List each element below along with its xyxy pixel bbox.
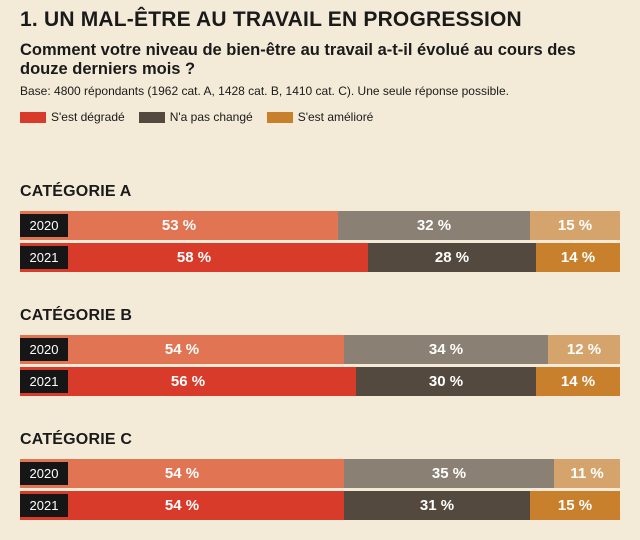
data-label: 15 % — [557, 497, 593, 514]
bar-segment-degraded: 53 % — [20, 211, 338, 240]
data-label: 12 % — [566, 341, 602, 358]
legend-label-improved: S'est amélioré — [297, 110, 374, 124]
data-label: 14 % — [560, 249, 596, 266]
bar-row: 54 % 34 % 12 % 2020 — [20, 335, 620, 364]
legend-label-unchanged: N'a pas changé — [169, 110, 253, 124]
bar-row: 54 % 35 % 11 % 2020 — [20, 459, 620, 488]
year-label: 2021 — [20, 494, 68, 517]
bar-segment-unchanged: 35 % — [344, 459, 554, 488]
bar-segment-degraded: 54 % — [20, 491, 344, 520]
year-label: 2020 — [20, 462, 68, 485]
data-label: 54 % — [164, 497, 200, 514]
bar-segment-unchanged: 32 % — [338, 211, 530, 240]
category-title: CATÉGORIE A — [20, 183, 132, 200]
data-label: 53 % — [161, 217, 197, 234]
data-label: 54 % — [164, 341, 200, 358]
bar-segment-degraded: 56 % — [20, 367, 356, 396]
legend-item-improved: S'est amélioré — [266, 110, 374, 124]
legend-item-unchanged: N'a pas changé — [138, 110, 253, 124]
year-label: 2020 — [20, 214, 68, 237]
data-label: 28 % — [434, 249, 470, 266]
year-label: 2020 — [20, 338, 68, 361]
bar-segment-degraded: 54 % — [20, 335, 344, 364]
bar-segment-unchanged: 30 % — [356, 367, 536, 396]
bar-segment-degraded: 58 % — [20, 243, 368, 272]
bar-segment-unchanged: 31 % — [344, 491, 530, 520]
bar-segment-improved: 12 % — [548, 335, 620, 364]
data-label: 14 % — [560, 373, 596, 390]
bar-segment-improved: 11 % — [554, 459, 620, 488]
bar-row: 53 % 32 % 15 % 2020 — [20, 211, 620, 240]
year-label: 2021 — [20, 370, 68, 393]
legend-swatch-unchanged — [138, 111, 165, 123]
bar-segment-improved: 14 % — [536, 367, 620, 396]
base-note: Base: 4800 répondants (1962 cat. A, 1428… — [20, 84, 509, 98]
bar-segment-improved: 15 % — [530, 211, 620, 240]
legend-label-degraded: S'est dégradé — [51, 110, 125, 124]
legend: S'est dégradé N'a pas changé S'est améli… — [20, 110, 387, 124]
legend-item-degraded: S'est dégradé — [20, 110, 125, 124]
data-label: 34 % — [428, 341, 464, 358]
legend-swatch-degraded — [20, 111, 46, 123]
bar-row: 54 % 31 % 15 % 2021 — [20, 491, 620, 520]
bar-row: 58 % 28 % 14 % 2021 — [20, 243, 620, 272]
data-label: 32 % — [416, 217, 452, 234]
category-title: CATÉGORIE C — [20, 431, 133, 448]
data-label: 58 % — [176, 249, 212, 266]
data-label: 11 % — [570, 465, 604, 482]
data-label: 35 % — [431, 465, 467, 482]
data-label: 54 % — [164, 465, 200, 482]
bar-segment-improved: 14 % — [536, 243, 620, 272]
year-label: 2021 — [20, 246, 68, 269]
bar-segment-unchanged: 34 % — [344, 335, 548, 364]
bar-row: 56 % 30 % 14 % 2021 — [20, 367, 620, 396]
bar-segment-improved: 15 % — [530, 491, 620, 520]
bar-segment-unchanged: 28 % — [368, 243, 536, 272]
bar-segment-degraded: 54 % — [20, 459, 344, 488]
data-label: 56 % — [170, 373, 206, 390]
data-label: 15 % — [557, 217, 593, 234]
chart-subtitle: Comment votre niveau de bien-être au tra… — [20, 41, 576, 78]
data-label: 30 % — [428, 373, 464, 390]
category-title: CATÉGORIE B — [20, 307, 133, 324]
legend-swatch-improved — [266, 111, 293, 123]
data-label: 31 % — [419, 497, 455, 514]
chart-title: 1. UN MAL-ÊTRE AU TRAVAIL EN PROGRESSION — [20, 8, 522, 31]
